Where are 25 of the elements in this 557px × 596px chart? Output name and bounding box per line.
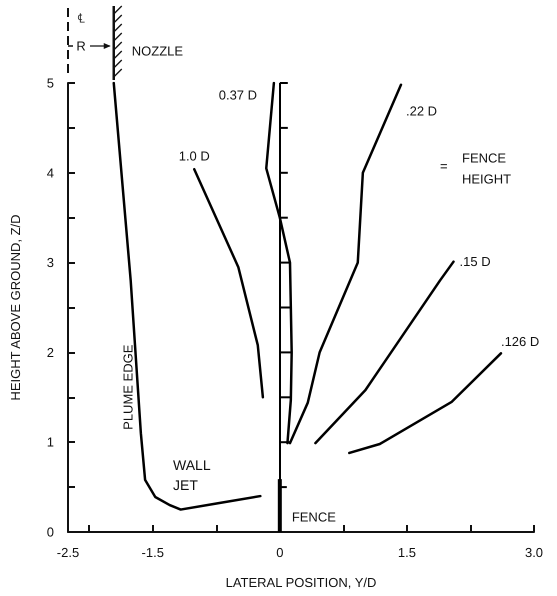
y-tick-label: 1 (46, 434, 54, 450)
y-tick-label: 4 (46, 165, 54, 180)
x-axis-title: LATERAL POSITION, Y/D (226, 575, 376, 590)
series-label: 1.0 D (178, 148, 210, 164)
series-label: .126 D (500, 334, 540, 349)
y-tick-label: 5 (46, 76, 54, 90)
x-tick-label: 1.5 (398, 545, 416, 560)
annotation: = FENCE HEIGHT (440, 150, 512, 186)
text: NOZZLE (132, 44, 184, 58)
y-tick-label: 0 (46, 524, 54, 540)
x-tick-label: 3.0 (524, 545, 544, 560)
x-tick-label: 0 (276, 545, 284, 560)
annotation: WALL JET (173, 457, 211, 493)
text: R (76, 38, 86, 54)
y-tick-label: 2 (46, 344, 54, 360)
text: PLUME EDGE (120, 344, 136, 430)
y-tick-label: 3 (46, 255, 54, 270)
y-axis-title: HEIGHT ABOVE GROUND, Z/D (8, 214, 23, 401)
x-tick-label: -1.5 (142, 545, 164, 560)
series-label: .15 D (460, 254, 491, 270)
ref-line-label: FENCE (292, 510, 336, 524)
text: ℄ (78, 10, 86, 26)
series-label: 0.37 D (218, 88, 258, 102)
series-label: .22 D (406, 103, 438, 118)
x-tick-label: -2.5 (56, 545, 80, 560)
